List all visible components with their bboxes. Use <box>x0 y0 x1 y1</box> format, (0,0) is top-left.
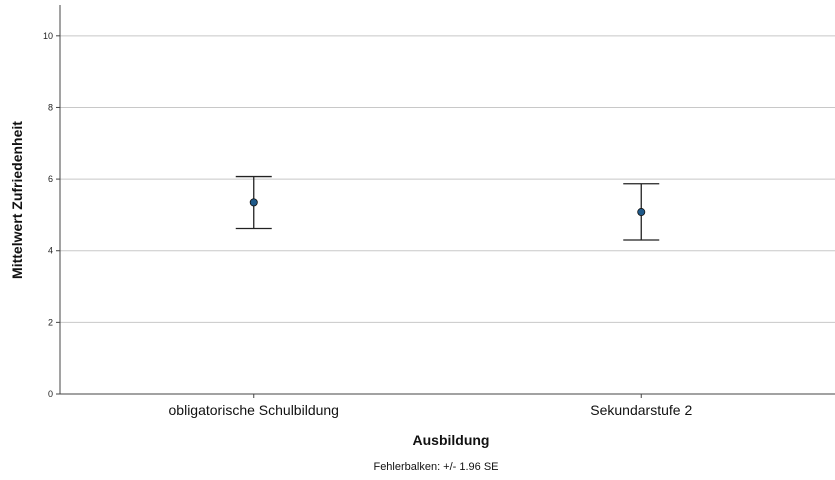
x-axis-categories: obligatorische Schulbildung Sekundarstufe… <box>169 394 692 418</box>
y-tick-label: 4 <box>48 246 53 256</box>
y-tick-label: 0 <box>48 389 53 399</box>
mean-point <box>249 198 258 207</box>
x-axis-title: Ausbildung <box>413 432 490 448</box>
y-tick-label: 2 <box>48 317 53 327</box>
error-bars <box>235 175 660 241</box>
y-tick-label: 10 <box>43 31 53 41</box>
y-axis-title: Mittelwert Zufriedenheit <box>9 121 25 279</box>
y-axis-ticks: 0 2 4 6 8 10 <box>43 31 60 399</box>
gridlines <box>60 35 835 323</box>
y-tick-label: 8 <box>48 102 53 112</box>
y-tick-label: 6 <box>48 174 53 184</box>
mean-point <box>637 208 646 217</box>
x-category-label: Sekundarstufe 2 <box>590 402 692 418</box>
error-bar-footnote: Fehlerbalken: +/- 1.96 SE <box>373 461 498 473</box>
x-category-label: obligatorische Schulbildung <box>169 402 339 418</box>
